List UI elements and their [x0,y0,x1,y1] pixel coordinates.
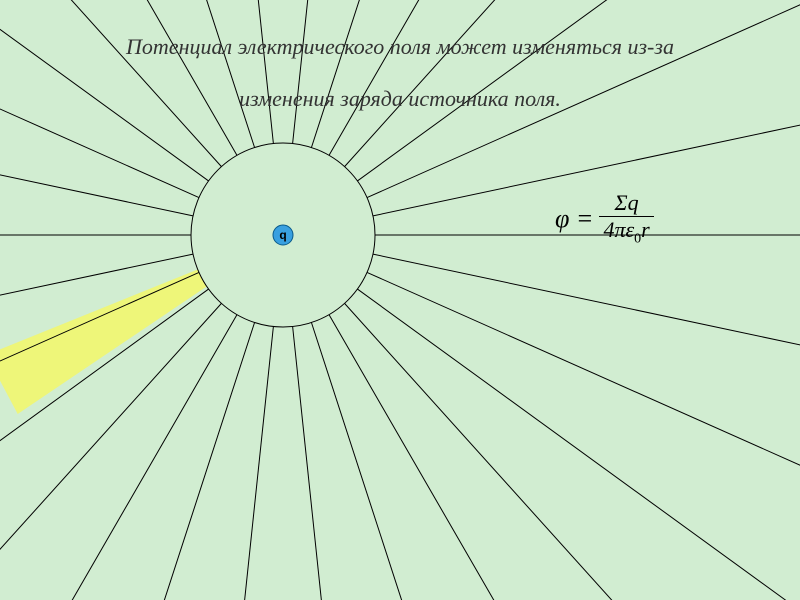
title-line-1: Потенциал электрического поля может изме… [126,34,674,59]
charge-dot [273,225,293,245]
slide-title: Потенциал электрического поля может изме… [0,8,800,112]
formula-numerator: Σq [611,192,643,216]
formula-denominator: 4πε0r [599,216,653,246]
slide-canvas: Потенциал электрического поля может изме… [0,0,800,600]
title-line-2: изменения заряда источника поля. [239,86,561,111]
potential-formula: φ = Σq 4πε0r [555,192,654,246]
formula-lhs: φ = [555,204,593,234]
formula-fraction: Σq 4πε0r [599,192,653,246]
